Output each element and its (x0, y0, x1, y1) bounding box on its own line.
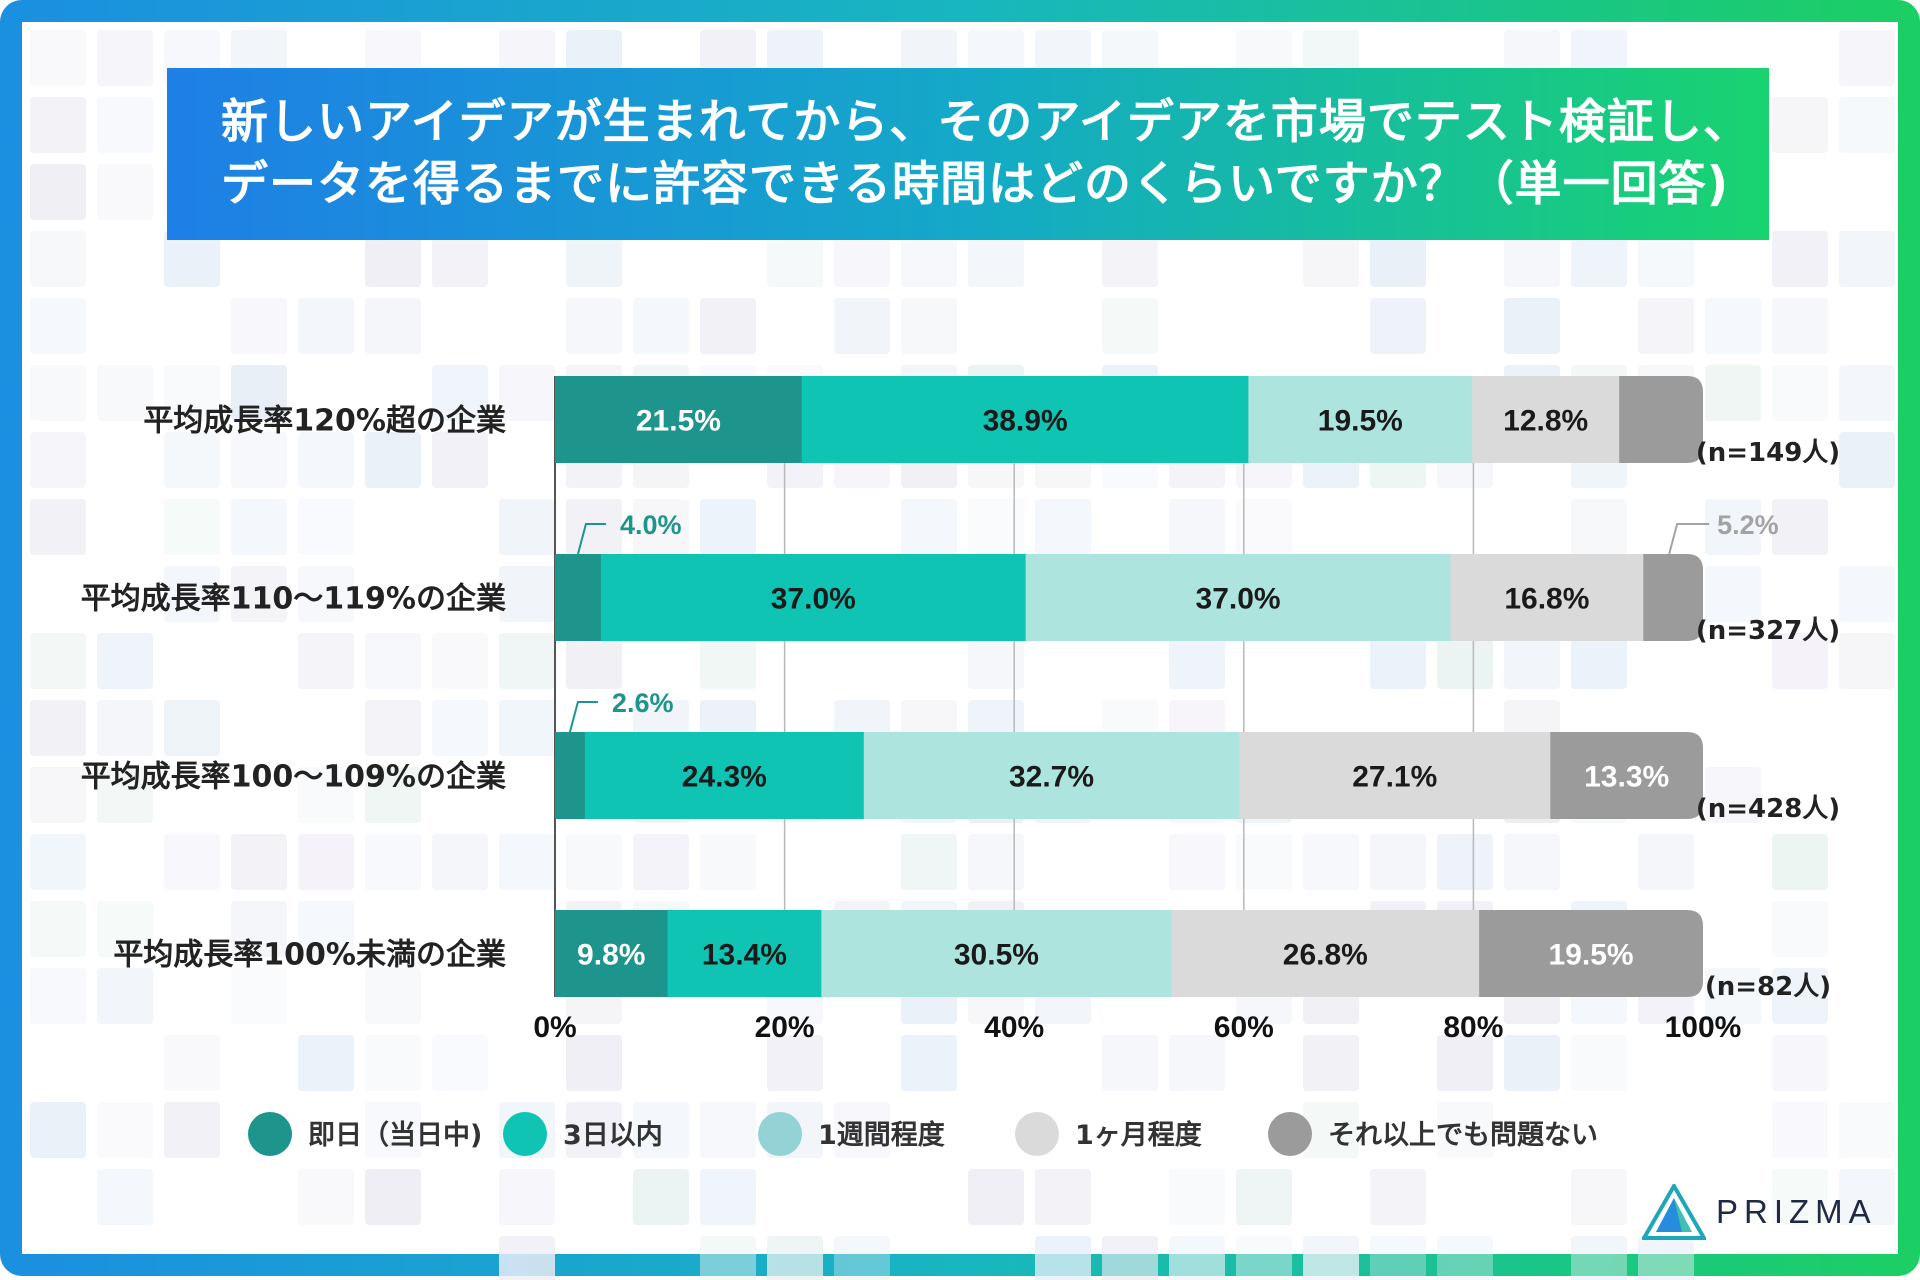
bar-row (555, 376, 1703, 463)
sample-size-label: (n=327人) (1696, 616, 1840, 646)
legend-label: 1週間程度 (818, 1119, 945, 1151)
callout-leader (568, 701, 598, 733)
bar-segment (1248, 376, 1473, 463)
legend-swatch (503, 1112, 547, 1156)
bar-segment (863, 732, 1240, 819)
bar-segment (600, 554, 1027, 641)
legend-swatch (248, 1112, 292, 1156)
bar-row (555, 554, 1703, 641)
x-tick-label: 0% (533, 1011, 576, 1044)
bar-value-label: 16.8% (1504, 583, 1589, 616)
bar-value-label: 24.3% (682, 761, 767, 794)
prizma-logo: PRIZMA (1642, 1184, 1877, 1240)
bar-segment (555, 554, 602, 641)
bar-row (555, 910, 1703, 997)
bar-segment (1550, 732, 1703, 819)
bar-segment (1619, 376, 1703, 463)
category-label: 平均成長率100～109%の企業 (81, 760, 506, 795)
bar-segment (667, 910, 822, 997)
x-tick-label: 60% (1214, 1011, 1274, 1044)
category-label: 平均成長率100%未満の企業 (113, 938, 506, 973)
title-band: 新しいアイデアが生まれてから、そのアイデアを市場でテスト検証し、 データを得るま… (167, 68, 1769, 240)
bar-row (555, 732, 1703, 819)
bar-segment (555, 732, 586, 819)
x-tick-label: 40% (984, 1011, 1044, 1044)
bar-value-label: 38.9% (983, 405, 1068, 438)
legend-swatch (758, 1112, 802, 1156)
legend-item: 1ヶ月程度 (1015, 1112, 1202, 1156)
bar-segment (801, 376, 1249, 463)
bar-value-label: 12.8% (1503, 405, 1588, 438)
bar-segment (1239, 732, 1551, 819)
bar-value-label: 19.5% (1318, 405, 1403, 438)
bar-segment (1479, 910, 1703, 997)
sample-size-label: (n=149人) (1696, 438, 1840, 468)
legend-label: それ以上でも問題ない (1328, 1120, 1598, 1151)
bar-value-label: 37.0% (771, 583, 856, 616)
bar-value-label: 13.4% (702, 939, 787, 972)
callout-value-label: 2.6% (612, 688, 674, 718)
prizma-logo-icon (1642, 1184, 1706, 1240)
bar-value-label: 30.5% (954, 939, 1039, 972)
sample-size-label: (n=428人) (1696, 794, 1840, 824)
legend-item: 3日以内 (503, 1112, 663, 1156)
bar-segment (1171, 910, 1480, 997)
bar-value-label: 9.8% (577, 939, 645, 972)
bar-segment (1643, 554, 1703, 641)
bar-value-label: 27.1% (1352, 761, 1437, 794)
sample-size-label: (n=82人) (1705, 972, 1831, 1002)
x-tick-label: 100% (1665, 1011, 1742, 1044)
callout-value-label: 5.2% (1717, 510, 1779, 540)
legend-item: それ以上でも問題ない (1268, 1112, 1598, 1156)
legend-swatch (1268, 1112, 1312, 1156)
callout-value-label: 4.0% (620, 510, 682, 540)
legend-item: 1週間程度 (758, 1112, 945, 1156)
bar-segment (1025, 554, 1451, 641)
callout-leader (576, 523, 606, 555)
legend-swatch (1015, 1112, 1059, 1156)
legend-item: 即日（当日中) (248, 1112, 482, 1156)
x-tick-label: 80% (1443, 1011, 1503, 1044)
bar-value-label: 21.5% (636, 405, 721, 438)
title-line-2: データを得るまでに許容できる時間はどのくらいですか？（単一回答) (221, 157, 1730, 212)
bar-value-label: 19.5% (1549, 939, 1634, 972)
bar-segment (1472, 376, 1620, 463)
bar-segment (1450, 554, 1644, 641)
brand-name: PRIZMA (1716, 1193, 1877, 1230)
bar-value-label: 13.3% (1584, 761, 1669, 794)
category-label: 平均成長率120%超の企業 (143, 404, 506, 439)
bar-segment (584, 732, 865, 819)
bar-value-label: 32.7% (1009, 761, 1094, 794)
bar-segment (821, 910, 1172, 997)
category-label: 平均成長率110～119%の企業 (81, 582, 506, 617)
legend-label: 即日（当日中) (308, 1120, 482, 1151)
x-tick-label: 20% (755, 1011, 815, 1044)
legend-label: 3日以内 (563, 1120, 663, 1151)
bar-segment (555, 376, 803, 463)
title-line-1: 新しいアイデアが生まれてから、そのアイデアを市場でテスト検証し、 (221, 95, 1751, 150)
legend-label: 1ヶ月程度 (1075, 1119, 1202, 1151)
bar-value-label: 26.8% (1283, 939, 1368, 972)
callout-leader (1668, 523, 1710, 555)
bar-value-label: 37.0% (1196, 583, 1281, 616)
bar-segment (555, 910, 669, 997)
